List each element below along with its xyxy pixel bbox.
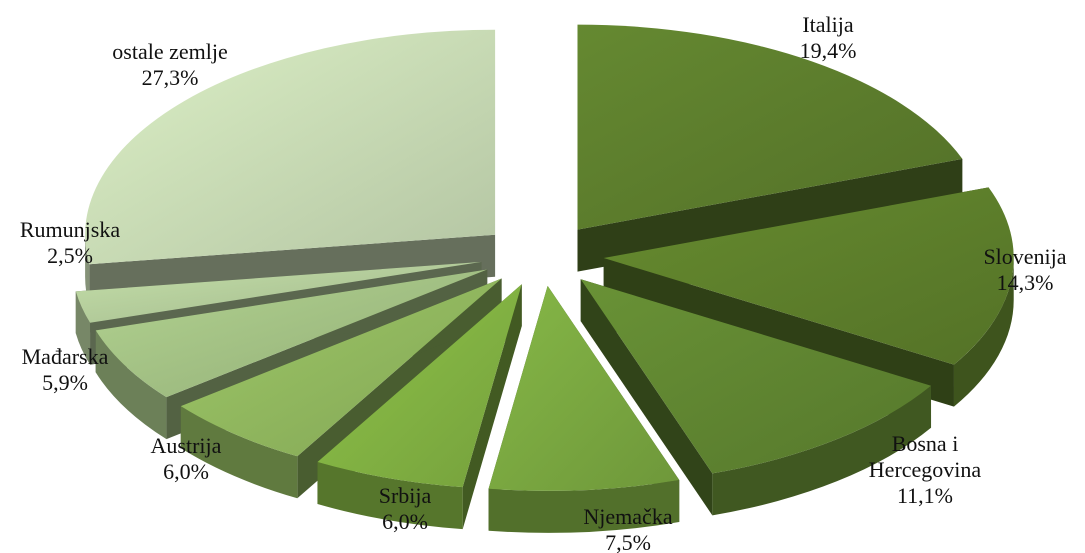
slice-name-label: Rumunjska [20,217,120,242]
slice-value-label: 6,0% [163,459,209,484]
slice-label: Slovenija 14,3% [983,244,1066,295]
slice-name-label: Bosna i [892,431,959,456]
slice-top [317,284,522,488]
slice-side [317,462,463,530]
slice-label: Srbija 6,0% [379,483,432,534]
slice-value-label: 6,0% [382,509,428,534]
slice-value-label: 5,9% [42,370,88,395]
slice-side [85,234,90,307]
slice-value-label: 11,1% [897,483,953,508]
slice-label: Bosna i Hercegovina 11,1% [869,431,982,508]
pie-slice-3 [488,285,680,533]
slice-name-label: Mađarska [22,344,109,369]
slice-name-label: ostale zemlje [112,39,227,64]
slice-value-label: 14,3% [997,270,1054,295]
pie-slice-0 [577,24,963,272]
slice-label: Austrija 6,0% [151,433,222,484]
slice-value-label: 27,3% [142,65,199,90]
slice-side [488,480,680,533]
slice-wall [75,261,482,334]
slice-wall [577,158,963,272]
slice-name-label: Italija [802,12,854,37]
slice-label: Mađarska 5,9% [22,344,109,395]
slice-name-label: Njemačka [583,504,672,529]
slice-top [488,285,680,491]
slice-top [577,24,963,230]
slice-side [75,291,91,365]
slice-top [180,278,502,457]
slice-label: Italija 19,4% [800,12,857,63]
slice-label: Njemačka 7,5% [583,504,672,553]
slice-value-label: 19,4% [800,38,857,63]
pie-slice-4 [317,284,522,530]
slice-wall [462,284,522,530]
slice-top [75,261,482,323]
slice-top [580,279,932,474]
slice-label: ostale zemlje 27,3% [112,39,227,90]
slice-name-label: Srbija [379,483,432,508]
slice-top [85,29,496,265]
slice-value-label: 2,5% [47,243,93,268]
slice-side [95,330,167,440]
slice-top [603,187,1014,365]
slice-side [180,406,298,499]
slice-wall [580,279,713,516]
slice-side [953,258,1014,407]
slice-top [95,269,488,398]
pie-slice-2 [580,279,932,516]
slice-value-label: 7,5% [605,530,651,553]
slice-name-label: Slovenija [983,244,1066,269]
slice-name-label: Hercegovina [869,457,982,482]
slice-side [712,385,932,516]
slice-name-label: Austrija [151,433,222,458]
slice-label: Rumunjska 2,5% [20,217,120,268]
